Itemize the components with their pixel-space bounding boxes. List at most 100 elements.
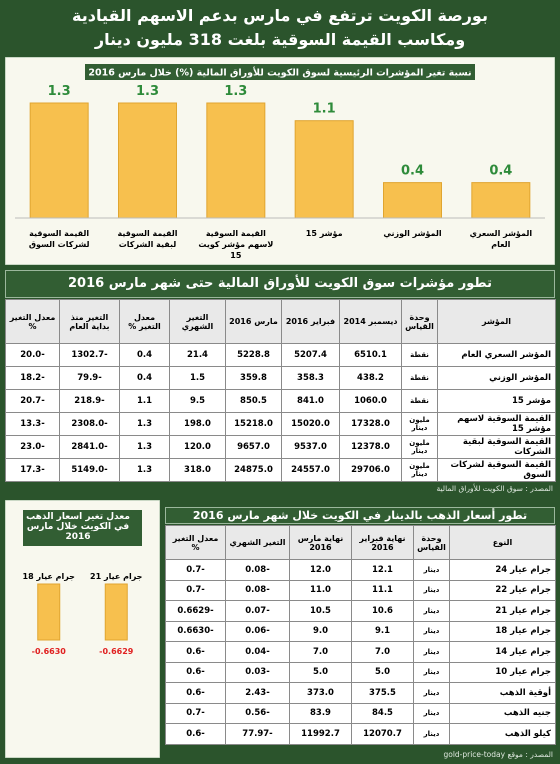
column-header: وحدة القياس xyxy=(401,299,438,344)
table-cell: -18.2 xyxy=(5,366,60,390)
table-cell: 1.3 xyxy=(119,412,170,436)
chart-panel: نسبة تغير المؤشرات الرئيسية لسوق الكويت … xyxy=(5,57,555,265)
table-cell: 17328.0 xyxy=(339,412,402,436)
table-cell: -0.7 xyxy=(165,702,226,724)
table-cell: دينار xyxy=(413,682,450,704)
table-cell: 24557.0 xyxy=(281,458,340,482)
table-cell: -0.7 xyxy=(165,559,226,581)
indices-table: المؤشر وحدة القياس ديسمبر 2014 فبراير 2016 م… xyxy=(5,299,556,482)
data-label: 0.4 xyxy=(489,164,512,179)
table-cell: -0.6630 xyxy=(165,620,226,642)
table-cell: المؤشر السعري العام xyxy=(437,343,556,367)
table-cell: نقطة xyxy=(401,343,438,367)
table-cell: -1302.7 xyxy=(59,343,120,367)
chart-title: نسبة تغير المؤشرات الرئيسية لسوق الكويت … xyxy=(88,67,471,79)
data-label: 1.1 xyxy=(313,102,336,117)
table-cell: 438.2 xyxy=(339,366,402,390)
x-tick-label: القيمة السوقية لشركات السوق xyxy=(29,229,90,249)
main-title: ومكاسب القيمة السوقية بلغت 318 مليون دين… xyxy=(94,30,466,49)
bar xyxy=(29,102,89,219)
table-cell: 24875.0 xyxy=(225,458,282,482)
table-cell: دينار xyxy=(413,641,450,663)
column-header: التغير الشهري xyxy=(225,525,290,560)
table-cell: جرام عيار 14 xyxy=(449,641,556,663)
table-title: تطور مؤشرات سوق الكويت للأوراق المالية ح… xyxy=(5,270,555,298)
bar xyxy=(206,102,266,219)
table-cell: دينار xyxy=(413,600,450,622)
table-cell: مليون دينار xyxy=(401,458,438,482)
data-label: 1.3 xyxy=(136,84,159,99)
chart-title-bg xyxy=(23,510,142,546)
column-header: معدل التغير % xyxy=(119,299,170,344)
source: المصدر : سوق الكويت للأوراق المالية xyxy=(436,484,554,493)
table-cell: -0.56 xyxy=(225,702,290,724)
x-tick-label: القيمة السوقية لاسهم مؤشر كويت 15 xyxy=(198,229,273,260)
table-cell: مليون دينار xyxy=(401,412,438,436)
table-cell: 850.5 xyxy=(225,389,282,413)
column-header: معدل التغير % xyxy=(5,299,60,344)
table-cell: 198.0 xyxy=(169,412,226,436)
column-header: معدل التغير % xyxy=(165,525,226,560)
table-cell: -0.07 xyxy=(225,600,290,622)
table-cell: 11992.7 xyxy=(289,723,352,745)
data-label: -0.6630 xyxy=(32,647,67,656)
table-cell: 12.0 xyxy=(289,559,352,581)
table-cell: 11.1 xyxy=(351,579,414,601)
table-cell: 15020.0 xyxy=(281,412,340,436)
table-cell: 6510.1 xyxy=(339,343,402,367)
table-cell: جرام عيار 10 xyxy=(449,661,556,683)
table-cell: 29706.0 xyxy=(339,458,402,482)
column-header: المؤشر xyxy=(437,299,556,344)
table-cell: مليون دينار xyxy=(401,435,438,459)
x-tick-label: القيمة السوقية لبقية الشركات xyxy=(117,229,177,249)
main-title: بورصة الكويت ترتفع في مارس بدعم الاسهم ا… xyxy=(72,6,488,25)
table-cell: 9.5 xyxy=(169,389,226,413)
table-cell: 841.0 xyxy=(281,389,340,413)
table-cell: دينار xyxy=(413,620,450,642)
table-cell: -0.6629 xyxy=(165,600,226,622)
x-tick-label: المؤشر الوزني xyxy=(383,229,441,238)
data-label: 0.4 xyxy=(401,164,424,179)
table-cell: -2841.0 xyxy=(59,435,120,459)
table-cell: 375.5 xyxy=(351,682,414,704)
table-cell: -13.3 xyxy=(5,412,60,436)
table-cell: دينار xyxy=(413,661,450,683)
column-header: مارس 2016 xyxy=(225,299,282,344)
table-cell: دينار xyxy=(413,702,450,724)
column-header: النوع xyxy=(449,525,556,560)
table-cell: 15218.0 xyxy=(225,412,282,436)
table-cell: -0.6 xyxy=(165,682,226,704)
table-cell: -23.0 xyxy=(5,435,60,459)
table-cell: -0.06 xyxy=(225,620,290,642)
table-cell: جنيه الذهب xyxy=(449,702,556,724)
column-header: وحدة القياس xyxy=(413,525,450,560)
x-tick-label: المؤشر السعري العام xyxy=(470,229,533,249)
table-cell: 120.0 xyxy=(169,435,226,459)
table-cell: 5207.4 xyxy=(281,343,340,367)
data-label: 1.3 xyxy=(48,84,71,99)
table-cell: -20.0 xyxy=(5,343,60,367)
table-cell: دينار xyxy=(413,579,450,601)
table-cell: جرام عيار 21 xyxy=(449,600,556,622)
table-cell: 1.3 xyxy=(119,458,170,482)
table-cell: -79.9 xyxy=(59,366,120,390)
table-cell: القيمة السوقية لشركات السوق xyxy=(437,458,556,482)
chart-title: معدل تغير اسعار الذهب في الكويت خلال مار… xyxy=(26,512,130,542)
table-cell: 7.0 xyxy=(289,641,352,663)
table-cell: 1060.0 xyxy=(339,389,402,413)
table-cell: 11.0 xyxy=(289,579,352,601)
table-cell: 12378.0 xyxy=(339,435,402,459)
table-cell: 318.0 xyxy=(169,458,226,482)
table-cell: جرام عيار 24 xyxy=(449,559,556,581)
table-cell: القيمة السوقية لبقية الشركات xyxy=(437,435,556,459)
gold-chart-panel: -0.6629 جرام عيار 21 -0.6630 جرام عيار 18 xyxy=(5,500,160,758)
table-cell: جرام عيار 22 xyxy=(449,579,556,601)
table-cell: 5.0 xyxy=(289,661,352,683)
table-cell: -0.08 xyxy=(225,559,290,581)
table-cell: المؤشر الوزني xyxy=(437,366,556,390)
table-cell: 1.1 xyxy=(119,389,170,413)
table-title: تطور أسعار الذهب بالدينار في الكويت خلال… xyxy=(165,507,555,524)
table-cell: 373.0 xyxy=(289,682,352,704)
table-cell: 9657.0 xyxy=(225,435,282,459)
table-cell: أوقية الذهب xyxy=(449,682,556,704)
